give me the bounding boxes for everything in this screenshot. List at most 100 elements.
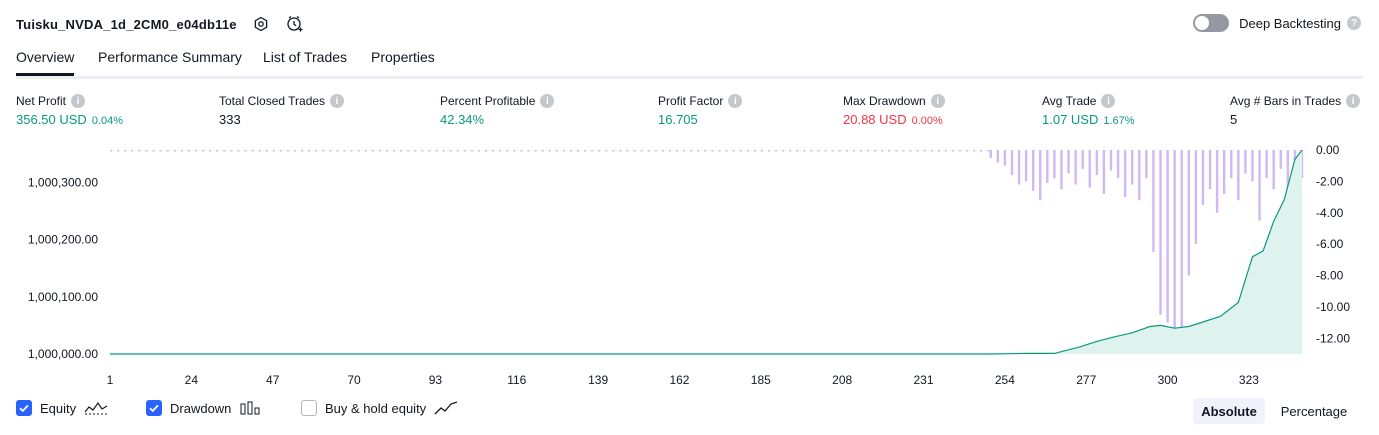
- metric-percent: 1.67%: [1103, 115, 1135, 127]
- drawdown-baseline-mark: [874, 150, 877, 152]
- drawdown-bar: [1215, 150, 1219, 213]
- drawdown-baseline-mark: [817, 150, 820, 152]
- drawdown-baseline-mark: [739, 150, 742, 152]
- equity-line: [110, 149, 1303, 355]
- drawdown-baseline-mark: [654, 150, 657, 152]
- drawdown-baseline-mark: [944, 150, 947, 152]
- drawdown-bar: [1003, 150, 1007, 166]
- drawdown-baseline-mark: [668, 150, 672, 152]
- metric-value: 356.50 USD: [16, 112, 87, 127]
- metric-value: 42.34%: [440, 112, 485, 127]
- drawdown-baseline-mark: [463, 150, 466, 152]
- x-axis-label: 323: [1239, 373, 1259, 387]
- metric-profit-factor: Profit Factor i 16.705: [658, 93, 743, 127]
- buy-hold-checkbox[interactable]: [301, 400, 317, 416]
- settings-icon[interactable]: [251, 14, 271, 34]
- drawdown-baseline-mark: [888, 150, 891, 152]
- drawdown-baseline-mark: [378, 150, 382, 152]
- drawdown-baseline-mark: [180, 150, 183, 152]
- drawdown-baseline-mark: [286, 150, 290, 152]
- absolute-button[interactable]: Absolute: [1193, 398, 1265, 424]
- equity-chart[interactable]: 1,000,000.00 1,000,100.00 1,000,200.00 1,00…: [0, 140, 1379, 390]
- drawdown-baseline-mark: [520, 150, 523, 152]
- drawdown-bar: [1081, 150, 1084, 169]
- drawdown-bar: [1046, 150, 1049, 183]
- x-axis-label: 47: [266, 373, 280, 387]
- drawdown-baseline-mark: [626, 150, 629, 152]
- x-axis-label: 277: [1076, 373, 1096, 387]
- metric-label: Avg Trade: [1042, 94, 1097, 108]
- drawdown-bar: [1123, 150, 1127, 198]
- legend-equity[interactable]: Equity: [16, 400, 108, 416]
- drawdown-baseline-mark: [965, 150, 969, 152]
- drawdown-baseline-mark: [293, 150, 297, 152]
- drawdown-baseline-mark: [201, 150, 205, 152]
- metric-value: 1.07 USD: [1042, 112, 1099, 127]
- drawdown-bar: [1208, 150, 1212, 190]
- legend-buy-hold[interactable]: Buy & hold equity: [301, 400, 458, 416]
- drawdown-baseline-mark: [110, 150, 113, 152]
- drawdown-baseline-mark: [117, 150, 120, 152]
- drawdown-baseline-mark: [640, 150, 643, 152]
- drawdown-baseline-mark: [796, 150, 799, 152]
- x-axis-label: 139: [588, 373, 608, 387]
- drawdown-bar: [1258, 150, 1261, 221]
- add-alert-icon[interactable]: [285, 14, 305, 34]
- drawdown-baseline-mark: [838, 150, 841, 152]
- tab-properties[interactable]: Properties: [371, 49, 435, 65]
- drawdown-baseline-mark: [421, 150, 424, 152]
- tab-performance-summary[interactable]: Performance Summary: [98, 49, 242, 65]
- drawdown-baseline-mark: [690, 150, 693, 152]
- deep-backtesting-help-icon[interactable]: ?: [1347, 16, 1361, 30]
- drawdown-baseline-mark: [605, 150, 608, 152]
- drawdown-baseline-mark: [866, 150, 870, 152]
- drawdown-bar: [1166, 150, 1169, 323]
- equity-axis-label: 1,000,300.00: [28, 175, 98, 189]
- info-icon[interactable]: i: [930, 94, 945, 108]
- drawdown-baseline-mark: [414, 150, 417, 152]
- metric-net-profit: Net Profit i 356.50 USD 0.04%: [16, 93, 123, 127]
- info-icon[interactable]: i: [1101, 94, 1116, 108]
- drawdown-baseline-mark: [958, 150, 962, 152]
- info-icon[interactable]: i: [1346, 94, 1361, 108]
- drawdown-baseline-mark: [810, 150, 813, 152]
- metric-value: 16.705: [658, 112, 698, 127]
- drawdown-bar: [1116, 150, 1120, 179]
- drawdown-baseline-mark: [357, 150, 360, 152]
- deep-backtesting-toggle[interactable]: [1193, 14, 1230, 32]
- drawdown-baseline-mark: [591, 150, 594, 152]
- drawdown-baseline-mark: [527, 150, 530, 152]
- drawdown-checkbox[interactable]: [146, 400, 162, 416]
- x-axis-label: 24: [185, 373, 199, 387]
- legend-drawdown[interactable]: Drawdown: [146, 400, 261, 416]
- info-icon[interactable]: i: [330, 94, 345, 108]
- tab-overview[interactable]: Overview: [16, 49, 75, 76]
- drawdown-baseline-mark: [725, 150, 728, 152]
- drawdown-baseline-mark: [484, 150, 488, 152]
- drawdown-baseline-mark: [916, 150, 919, 152]
- metric-percent: 0.04%: [91, 115, 124, 127]
- percentage-button[interactable]: Percentage: [1280, 403, 1348, 419]
- info-icon[interactable]: i: [540, 94, 555, 108]
- drawdown-bar: [1272, 150, 1275, 190]
- drawdown-axis-label: -2.00: [1316, 174, 1344, 188]
- drawdown-baseline-mark: [392, 150, 396, 152]
- info-icon[interactable]: i: [728, 94, 743, 108]
- drawdown-baseline-mark: [909, 150, 912, 152]
- drawdown-baseline-mark: [265, 150, 268, 152]
- drawdown-baseline-mark: [400, 150, 403, 152]
- drawdown-baseline-mark: [187, 150, 191, 152]
- x-axis-label: 70: [347, 373, 361, 387]
- drawdown-baseline-mark: [633, 150, 636, 152]
- drawdown-bar: [1145, 150, 1148, 179]
- drawdown-bar: [1230, 150, 1233, 179]
- drawdown-baseline-mark: [230, 150, 233, 152]
- drawdown-bar: [1039, 150, 1042, 201]
- info-icon[interactable]: i: [71, 94, 86, 108]
- drawdown-bar: [1286, 150, 1290, 198]
- tab-list-of-trades[interactable]: List of Trades: [263, 49, 348, 65]
- drawdown-baseline-mark: [746, 150, 749, 152]
- equity-checkbox[interactable]: [16, 400, 32, 416]
- drawdown-baseline-mark: [456, 150, 459, 152]
- drawdown-baseline-mark: [803, 150, 806, 152]
